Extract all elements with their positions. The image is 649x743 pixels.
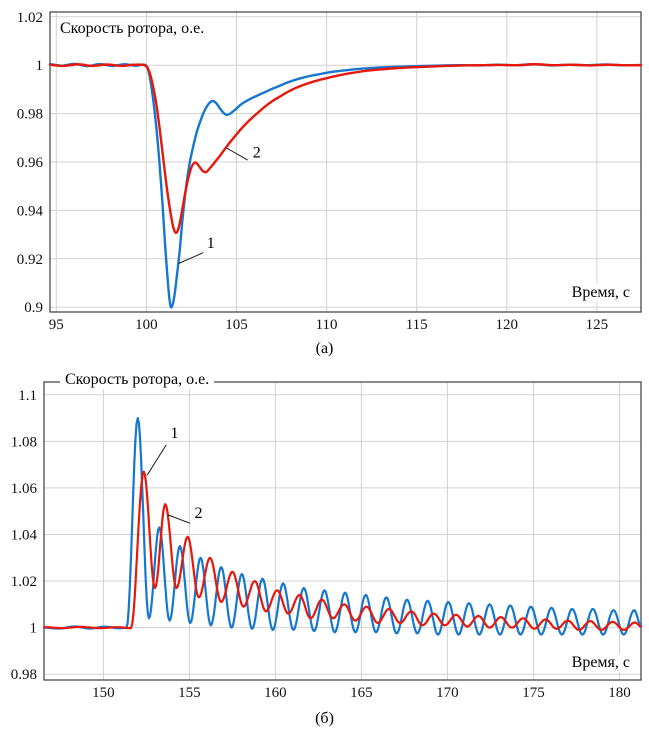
chart-a-xaxis-label: Время, с bbox=[568, 284, 633, 302]
x-tick-label: 155 bbox=[178, 685, 201, 701]
x-tick-label: 95 bbox=[49, 317, 64, 333]
chart-a-plot: 1 2 95 100 105 110 115 120 125 0.9 0.92 0.94 0.96 0.9… bbox=[0, 4, 649, 338]
x-tick-label: 170 bbox=[436, 685, 459, 701]
y-tick-label: 0.98 bbox=[11, 667, 37, 683]
annotation-label: 2 bbox=[253, 145, 261, 162]
x-tick-label: 125 bbox=[586, 317, 609, 333]
y-tick-label: 1.06 bbox=[11, 481, 38, 497]
chart-a-caption: (а) bbox=[315, 340, 334, 357]
x-tick-label: 165 bbox=[350, 685, 373, 701]
x-tick-label: 150 bbox=[92, 685, 115, 701]
plot-frame bbox=[49, 11, 642, 313]
plot-frame bbox=[43, 381, 642, 681]
chart-a-canvas: 1 2 95 100 105 110 115 120 125 0.9 0.92 0.94 0.96 0.9… bbox=[17, 10, 643, 333]
chart-b-title: Скорость ротора, о.е. bbox=[60, 370, 215, 390]
gridlines bbox=[50, 12, 641, 312]
chart-b-canvas: 1 2 150 155 160 165 170 175 180 0.98 1 1.02 1.04 1.06… bbox=[11, 381, 643, 701]
annotation-leader-line bbox=[167, 514, 191, 524]
annotation-leader-line bbox=[178, 252, 204, 265]
y-tick-label: 1.08 bbox=[11, 434, 37, 450]
y-tick-label: 1.1 bbox=[18, 388, 37, 404]
tick-labels: 150 155 160 165 170 175 180 0.98 1 1.02 1.04 1.06 1.… bbox=[11, 388, 631, 701]
annotation-label: 1 bbox=[171, 425, 179, 442]
y-tick-label: 0.94 bbox=[17, 203, 44, 219]
y-tick-label: 0.92 bbox=[17, 252, 43, 268]
x-tick-label: 160 bbox=[264, 685, 287, 701]
series-1-curve bbox=[48, 62, 643, 309]
chart-b: 1 2 150 155 160 165 170 175 180 0.98 1 1.02 1.04 1.06… bbox=[0, 364, 649, 728]
figure-page: 1 2 95 100 105 110 115 120 125 0.9 0.92 0.94 0.96 0.9… bbox=[0, 4, 649, 728]
y-tick-label: 0.96 bbox=[17, 155, 44, 171]
x-tick-label: 175 bbox=[522, 685, 545, 701]
annotation-label: 1 bbox=[207, 235, 215, 252]
chart-a: 1 2 95 100 105 110 115 120 125 0.9 0.92 0.94 0.96 0.9… bbox=[0, 4, 649, 358]
x-tick-label: 180 bbox=[608, 685, 631, 701]
tick-labels: 95 100 105 110 115 120 125 0.9 0.92 0.94 0.96 0.98 1… bbox=[17, 10, 608, 333]
x-tick-label: 110 bbox=[316, 317, 338, 333]
x-tick-label: 120 bbox=[496, 317, 519, 333]
annotation-label: 2 bbox=[195, 505, 203, 522]
x-tick-label: 100 bbox=[135, 317, 158, 333]
y-tick-label: 1.02 bbox=[11, 574, 37, 590]
chart-b-plot: 1 2 150 155 160 165 170 175 180 0.98 1 1.02 1.04 1.06… bbox=[0, 364, 649, 708]
series-1-curve bbox=[42, 417, 643, 636]
y-tick-label: 0.98 bbox=[17, 107, 43, 123]
chart-b-xaxis-label: Время, с bbox=[568, 654, 633, 672]
chart-a-title: Скорость ротора, о.е. bbox=[60, 20, 205, 37]
chart-b-caption: (б) bbox=[315, 710, 334, 727]
x-tick-label: 105 bbox=[225, 317, 248, 333]
x-tick-label: 115 bbox=[406, 317, 428, 333]
annotation-leader-line bbox=[146, 444, 167, 476]
y-tick-label: 0.9 bbox=[24, 300, 43, 316]
series-2-curve bbox=[48, 63, 643, 234]
y-tick-label: 1 bbox=[30, 621, 38, 637]
y-tick-label: 1.04 bbox=[11, 528, 38, 544]
annotation-leader-line bbox=[226, 147, 248, 161]
y-tick-label: 1 bbox=[36, 58, 44, 74]
y-tick-label: 1.02 bbox=[17, 10, 43, 26]
series-2-curve bbox=[42, 470, 643, 631]
gridlines bbox=[44, 382, 641, 680]
